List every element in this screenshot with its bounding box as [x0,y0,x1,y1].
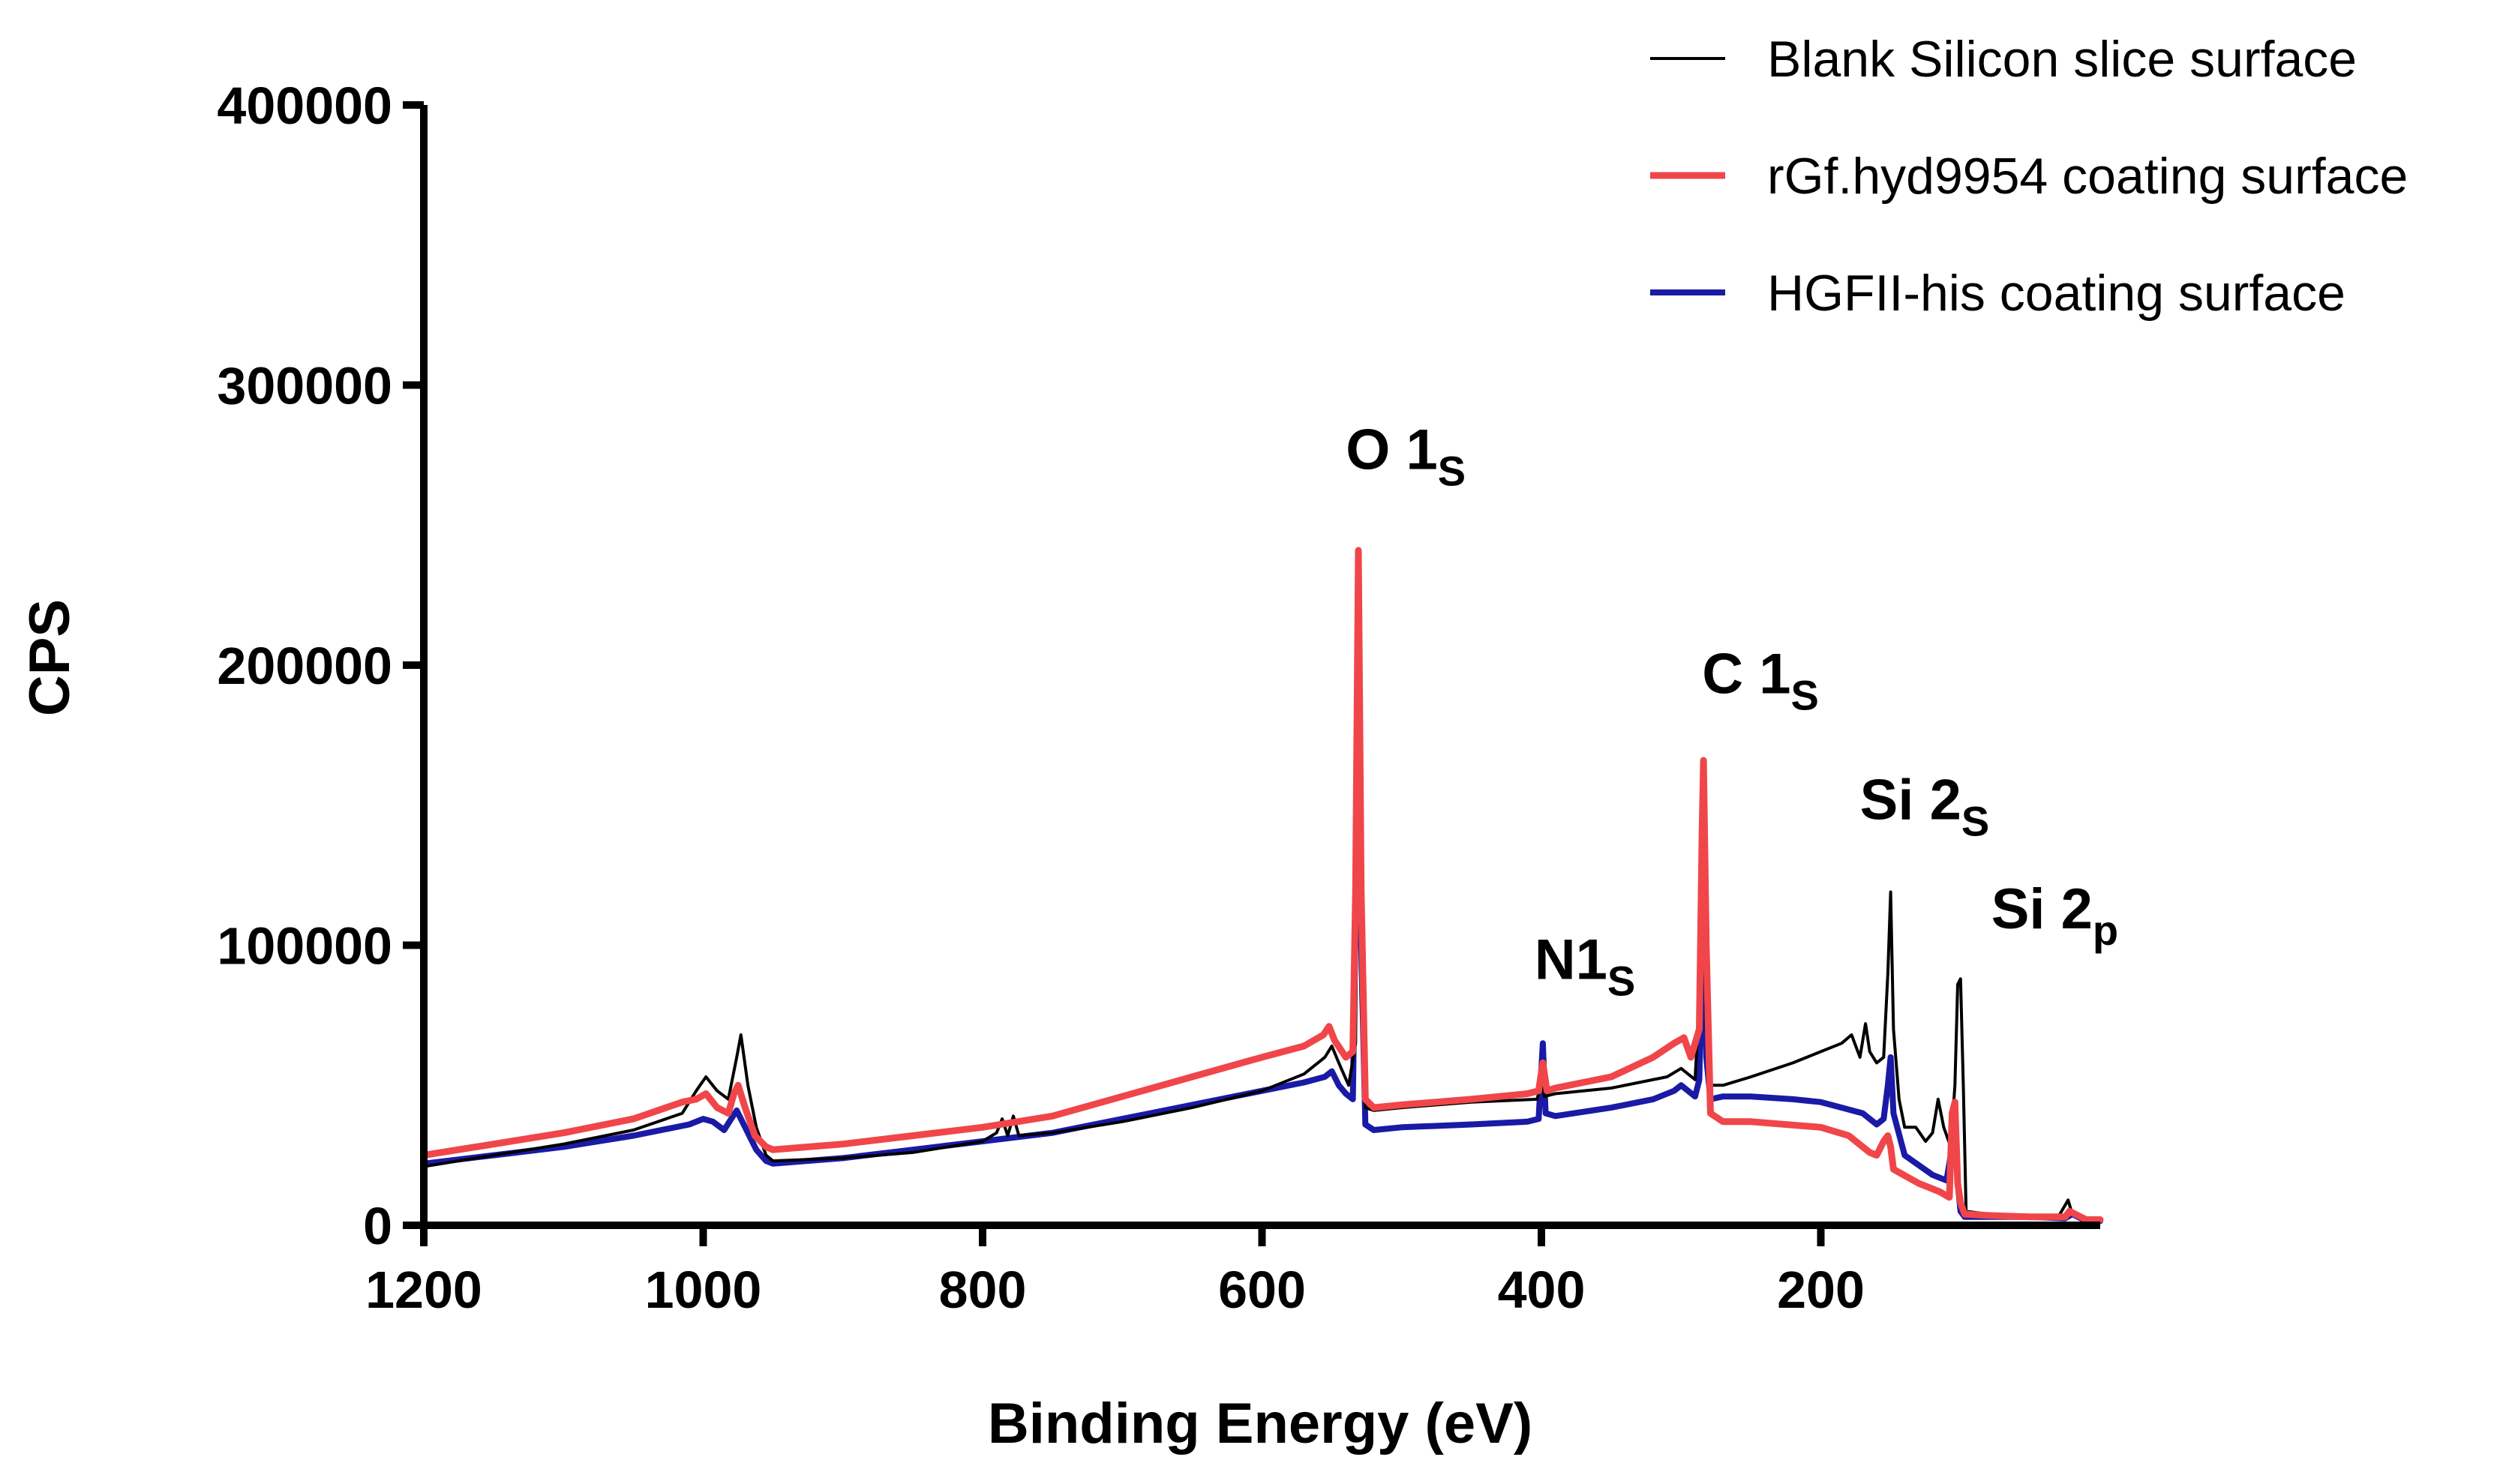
legend-label: rGf.hyd9954 coating surface [1767,148,2408,205]
x-tick-label: 1000 [645,1261,762,1319]
x-tick-label: 200 [1777,1261,1865,1319]
y-axis-title: CPS [18,599,82,716]
peak-label-main: C 1 [1702,642,1790,706]
x-tick-label: 800 [939,1261,1027,1319]
peak-label-subscript: S [1961,797,1989,844]
peak-label-main: Si 2 [1860,768,1961,832]
y-tick-label: 0 [363,1197,392,1255]
peak-label-main: Si 2 [1991,877,2093,941]
peak-label: Si 2S [1860,768,1990,844]
peak-label-subscript: S [1438,448,1466,495]
legend: Blank Silicon slice surface rGf.hyd9954 c… [1650,31,2408,322]
series-layer [420,547,2104,1225]
y-tick-label: 300000 [217,357,392,415]
peak-label-subscript: p [2093,907,2118,954]
peak-label-subscript: S [1607,957,1635,1004]
x-tick-label: 1200 [365,1261,482,1319]
peak-label: N1S [1535,928,1636,1004]
x-axis-title: Binding Energy (eV) [988,1392,1532,1456]
y-tick-label: 200000 [217,637,392,695]
peak-label-subscript: S [1790,671,1818,718]
series-line-3 [421,718,2103,1225]
y-tick-label: 400000 [217,76,392,135]
peak-label: C 1S [1702,642,1819,718]
peak-label: Si 2p [1991,877,2118,954]
x-tick-label: 400 [1498,1261,1586,1319]
peak-label-main: O 1 [1346,418,1438,482]
series-line-1 [422,714,2102,1222]
y-tick-label: 100000 [217,917,392,976]
series-line-2 [420,547,2104,1223]
legend-label: Blank Silicon slice surface [1767,31,2357,88]
x-tick-label: 600 [1218,1261,1306,1319]
peak-label-main: N1 [1535,928,1607,991]
peak-label: O 1S [1346,418,1466,495]
legend-label: HGFII-his coating surface [1767,265,2345,322]
ticks-layer: 0 100000 200000 300000 400000 1200 1000 800 600 4… [217,76,1864,1319]
